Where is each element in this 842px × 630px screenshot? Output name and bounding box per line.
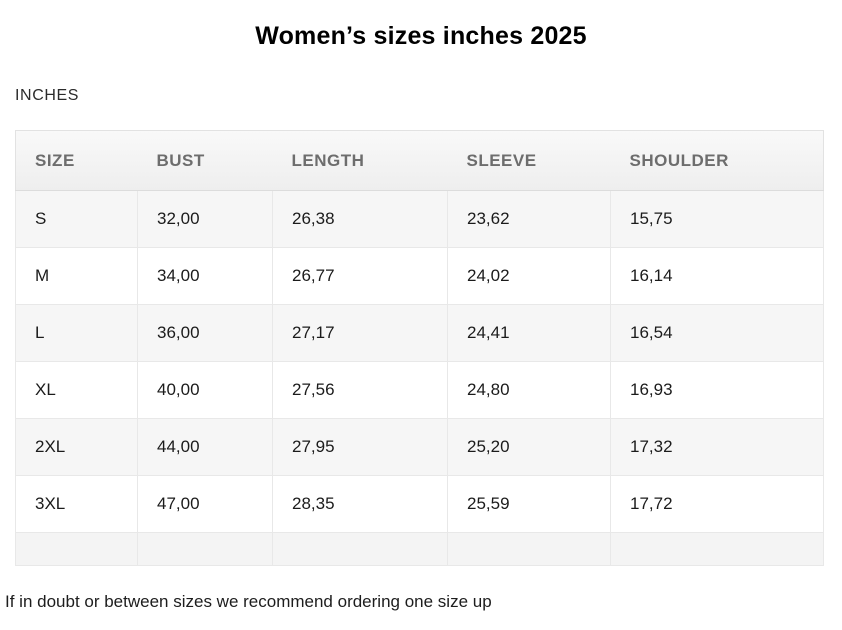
table-cell: 44,00 [137,418,273,476]
table-row: 3XL 47,00 28,35 25,59 17,72 [15,475,824,533]
table-cell: 32,00 [137,190,273,248]
table-cell: L [15,304,138,362]
table-body: S 32,00 26,38 23,62 15,75 M 34,00 26,77 24,02 16,… [15,190,824,566]
table-spacer-cell [137,532,273,566]
column-header: LENGTH [272,130,448,191]
table-spacer-cell [15,532,138,566]
column-header: BUST [137,130,273,191]
table-cell: 47,00 [137,475,273,533]
table-row: XL 40,00 27,56 24,80 16,93 [15,361,824,419]
unit-label: INCHES [15,87,80,104]
table-cell: 36,00 [137,304,273,362]
table-cell: 16,54 [610,304,824,362]
table-cell: M [15,247,138,305]
size-chart-page: Women’s sizes inches 2025 INCHES SIZE BUS… [0,22,842,630]
table-row: S 32,00 26,38 23,62 15,75 [15,190,824,248]
table-cell: 23,62 [447,190,611,248]
table-cell: 25,59 [447,475,611,533]
table-cell: 3XL [15,475,138,533]
page-title: Women’s sizes inches 2025 [255,22,587,50]
table-spacer-cell [610,532,824,566]
table-cell: 2XL [15,418,138,476]
footnote: If in doubt or between sizes we recommen… [5,592,492,611]
table-cell: 16,14 [610,247,824,305]
table-cell: 15,75 [610,190,824,248]
table-cell: XL [15,361,138,419]
table-cell: 17,32 [610,418,824,476]
table-cell: 24,80 [447,361,611,419]
column-header: SHOULDER [610,130,824,191]
table-cell: 27,95 [272,418,448,476]
size-table: SIZE BUST LENGTH SLEEVE SHOULDER S 32,00 26,38… [15,130,824,566]
table-cell: 16,93 [610,361,824,419]
table-cell: 26,77 [272,247,448,305]
table-spacer-cell [447,532,611,566]
column-header: SIZE [15,130,138,191]
table-row: 2XL 44,00 27,95 25,20 17,32 [15,418,824,476]
table-spacer-row [15,532,824,566]
table-cell: 17,72 [610,475,824,533]
table-cell: 26,38 [272,190,448,248]
table-row: L 36,00 27,17 24,41 16,54 [15,304,824,362]
table-spacer-cell [272,532,448,566]
table-cell: 27,17 [272,304,448,362]
table-cell: 24,41 [447,304,611,362]
table-cell: 25,20 [447,418,611,476]
table-cell: 28,35 [272,475,448,533]
table-cell: 40,00 [137,361,273,419]
table-cell: 24,02 [447,247,611,305]
column-header: SLEEVE [447,130,611,191]
table-row: M 34,00 26,77 24,02 16,14 [15,247,824,305]
table-cell: 34,00 [137,247,273,305]
table-cell: 27,56 [272,361,448,419]
table-header-row: SIZE BUST LENGTH SLEEVE SHOULDER [15,130,824,191]
table-cell: S [15,190,138,248]
